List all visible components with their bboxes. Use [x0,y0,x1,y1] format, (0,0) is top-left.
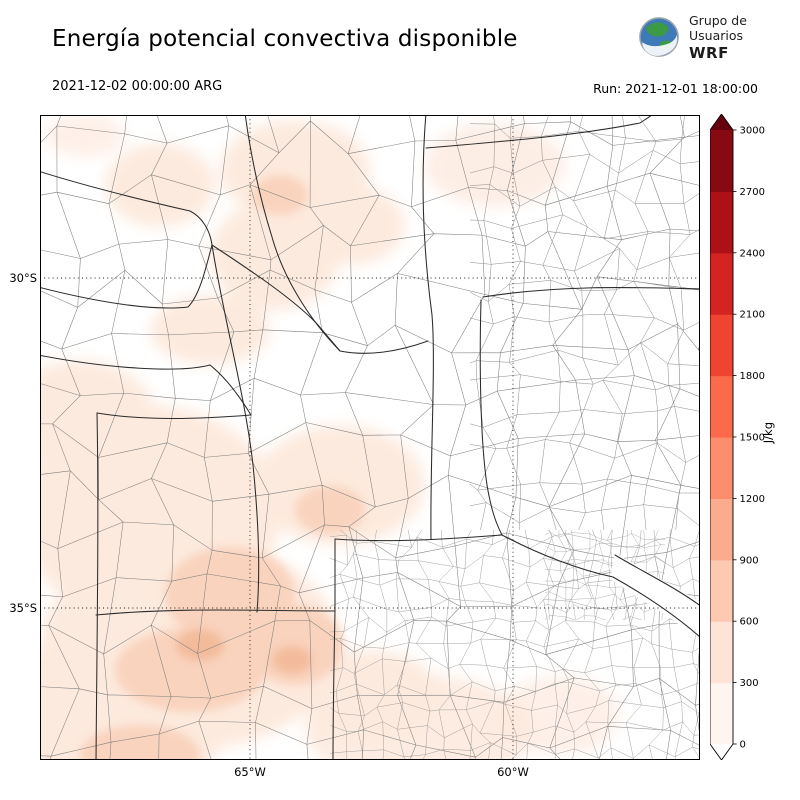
logo-line-1: Grupo de [689,13,747,28]
svg-text:1200: 1200 [740,494,765,505]
colorbar-unit-label: J/kg [761,422,775,444]
svg-text:2700: 2700 [740,187,765,198]
svg-text:3000: 3000 [740,126,765,137]
svg-text:0: 0 [740,740,746,751]
svg-text:1500: 1500 [740,433,765,444]
map-area [40,115,700,760]
svg-text:1800: 1800 [740,371,765,382]
svg-text:900: 900 [740,555,759,566]
province-boundaries [40,115,700,760]
department-boundaries-bsas [545,530,665,620]
map-frame-border [40,115,700,760]
graticule [40,115,700,760]
svg-text:600: 600 [740,617,759,628]
logo-line-wrf: WRF [689,43,729,62]
globe-icon [639,17,679,58]
svg-text:2400: 2400 [740,248,765,259]
valid-time-label: 2021-12-02 00:00:00 ARG [52,79,223,94]
department-boundaries-southeast [330,530,700,760]
run-time-label: Run: 2021-12-01 18:00:00 [593,81,758,96]
lon-tick-60w: 60°W [497,765,529,779]
svg-text:2100: 2100 [740,310,765,321]
colorbar: 0 300 600 900 1200 1500 1800 2100 2400 2700 3000 [710,114,765,760]
logo-line-2: Usuarios [689,28,744,44]
wrf-logo: Grupo de Usuarios WRF [636,13,747,62]
rio-de-la-plata [610,553,700,638]
department-boundaries-east [470,115,700,530]
logo-text: Grupo de Usuarios WRF [689,13,747,62]
cape-map [40,115,700,760]
svg-text:300: 300 [740,678,759,689]
cape-shading [40,115,620,760]
lat-tick-35s: 35°S [9,601,37,615]
page-title: Energía potencial convectiva disponible [52,26,518,52]
lon-tick-65w: 65°W [234,765,266,779]
department-boundaries-coarse [40,115,700,760]
lat-tick-30s: 30°S [9,271,37,285]
